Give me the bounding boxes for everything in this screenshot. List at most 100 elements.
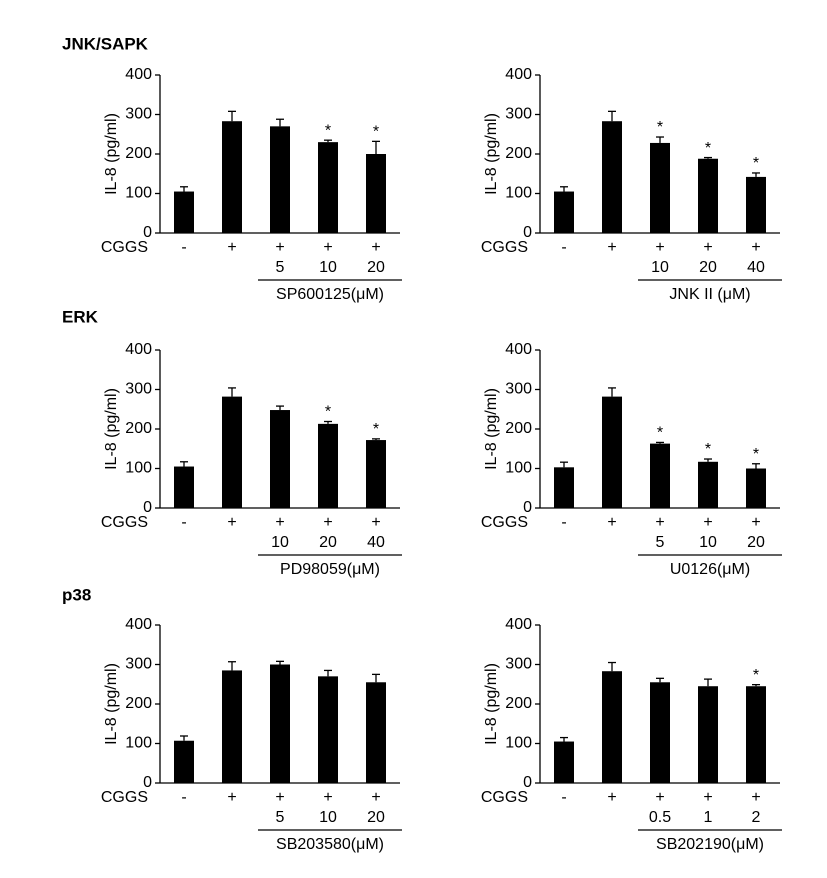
y-tick-label: 100 <box>125 735 152 752</box>
dose-label: 20 <box>319 534 337 551</box>
y-tick-label: 100 <box>505 185 532 202</box>
dose-label: 20 <box>699 259 717 276</box>
y-tick-label: 100 <box>505 735 532 752</box>
inhibitor-label: SB203580(μM) <box>276 836 384 853</box>
significance-marker: * <box>753 155 759 172</box>
dose-label: 5 <box>276 809 285 826</box>
dose-label: 10 <box>651 259 669 276</box>
significance-marker: * <box>753 667 759 684</box>
dose-label: 1 <box>704 809 713 826</box>
bar <box>602 396 622 508</box>
significance-marker: * <box>705 140 711 157</box>
y-tick-label: 400 <box>505 341 532 358</box>
x-tick-label: + <box>703 789 712 806</box>
bar <box>318 423 338 508</box>
y-axis-label: IL-8 (pg/ml) <box>103 663 120 745</box>
section-title: JNK/SAPK <box>62 34 149 53</box>
x-tick-label: + <box>703 514 712 531</box>
row-label: CGGS <box>481 514 528 531</box>
x-tick-label: - <box>181 789 186 806</box>
significance-marker: * <box>705 441 711 458</box>
y-tick-label: 300 <box>505 381 532 398</box>
x-tick-label: + <box>371 514 380 531</box>
y-tick-label: 200 <box>125 420 152 437</box>
y-tick-label: 200 <box>505 695 532 712</box>
bar <box>270 126 290 233</box>
x-tick-label: + <box>275 514 284 531</box>
x-tick-label: + <box>607 514 616 531</box>
dose-label: 5 <box>656 534 665 551</box>
inhibitor-label: JNK II (μM) <box>669 286 750 303</box>
x-tick-label: - <box>561 239 566 256</box>
y-tick-label: 100 <box>505 460 532 477</box>
bar <box>222 396 242 508</box>
y-tick-label: 0 <box>523 224 532 241</box>
bar <box>746 686 766 783</box>
dose-label: 10 <box>319 809 337 826</box>
bar <box>746 468 766 508</box>
bar <box>174 466 194 508</box>
y-tick-label: 0 <box>143 774 152 791</box>
dose-label: 40 <box>367 534 385 551</box>
x-tick-label: - <box>181 239 186 256</box>
bar <box>602 121 622 233</box>
y-tick-label: 300 <box>125 656 152 673</box>
x-tick-label: + <box>703 239 712 256</box>
x-tick-label: - <box>561 789 566 806</box>
inhibitor-label: PD98059(μM) <box>280 561 380 578</box>
y-axis-label: IL-8 (pg/ml) <box>483 113 500 195</box>
bar <box>602 671 622 783</box>
row-label: CGGS <box>481 789 528 806</box>
row-label: CGGS <box>481 239 528 256</box>
dose-label: 10 <box>319 259 337 276</box>
y-tick-label: 400 <box>505 616 532 633</box>
y-tick-label: 0 <box>143 499 152 516</box>
inhibitor-label: SB202190(μM) <box>656 836 764 853</box>
dose-label: 40 <box>747 259 765 276</box>
y-tick-label: 200 <box>505 420 532 437</box>
y-tick-label: 300 <box>505 106 532 123</box>
bar <box>318 676 338 783</box>
x-tick-label: + <box>751 239 760 256</box>
y-tick-label: 300 <box>505 656 532 673</box>
significance-marker: * <box>373 421 379 438</box>
significance-marker: * <box>325 122 331 139</box>
y-tick-label: 200 <box>125 145 152 162</box>
bar <box>222 121 242 233</box>
inhibitor-label: U0126(μM) <box>670 561 750 578</box>
bar <box>174 740 194 783</box>
significance-marker: * <box>753 446 759 463</box>
y-axis-label: IL-8 (pg/ml) <box>103 113 120 195</box>
dose-label: 10 <box>271 534 289 551</box>
y-tick-label: 400 <box>125 616 152 633</box>
significance-marker: * <box>657 119 663 136</box>
x-tick-label: - <box>181 514 186 531</box>
row-label: CGGS <box>101 239 148 256</box>
section-title: ERK <box>62 307 99 326</box>
bar <box>650 682 670 783</box>
y-tick-label: 100 <box>125 460 152 477</box>
dose-label: 20 <box>367 259 385 276</box>
y-tick-label: 400 <box>505 66 532 83</box>
x-tick-label: + <box>275 239 284 256</box>
y-tick-label: 200 <box>505 145 532 162</box>
dose-label: 20 <box>367 809 385 826</box>
y-tick-label: 200 <box>125 695 152 712</box>
significance-marker: * <box>325 404 331 421</box>
bar <box>554 741 574 783</box>
x-tick-label: + <box>655 789 664 806</box>
x-tick-label: + <box>751 789 760 806</box>
bar <box>270 664 290 783</box>
dose-label: 0.5 <box>649 809 671 826</box>
y-tick-label: 0 <box>523 774 532 791</box>
y-tick-label: 0 <box>523 499 532 516</box>
bar <box>174 191 194 233</box>
bar <box>698 158 718 233</box>
bar <box>554 467 574 508</box>
bar <box>698 686 718 783</box>
x-tick-label: + <box>607 789 616 806</box>
dose-label: 5 <box>276 259 285 276</box>
x-tick-label: + <box>323 239 332 256</box>
bar <box>318 142 338 233</box>
x-tick-label: + <box>275 789 284 806</box>
